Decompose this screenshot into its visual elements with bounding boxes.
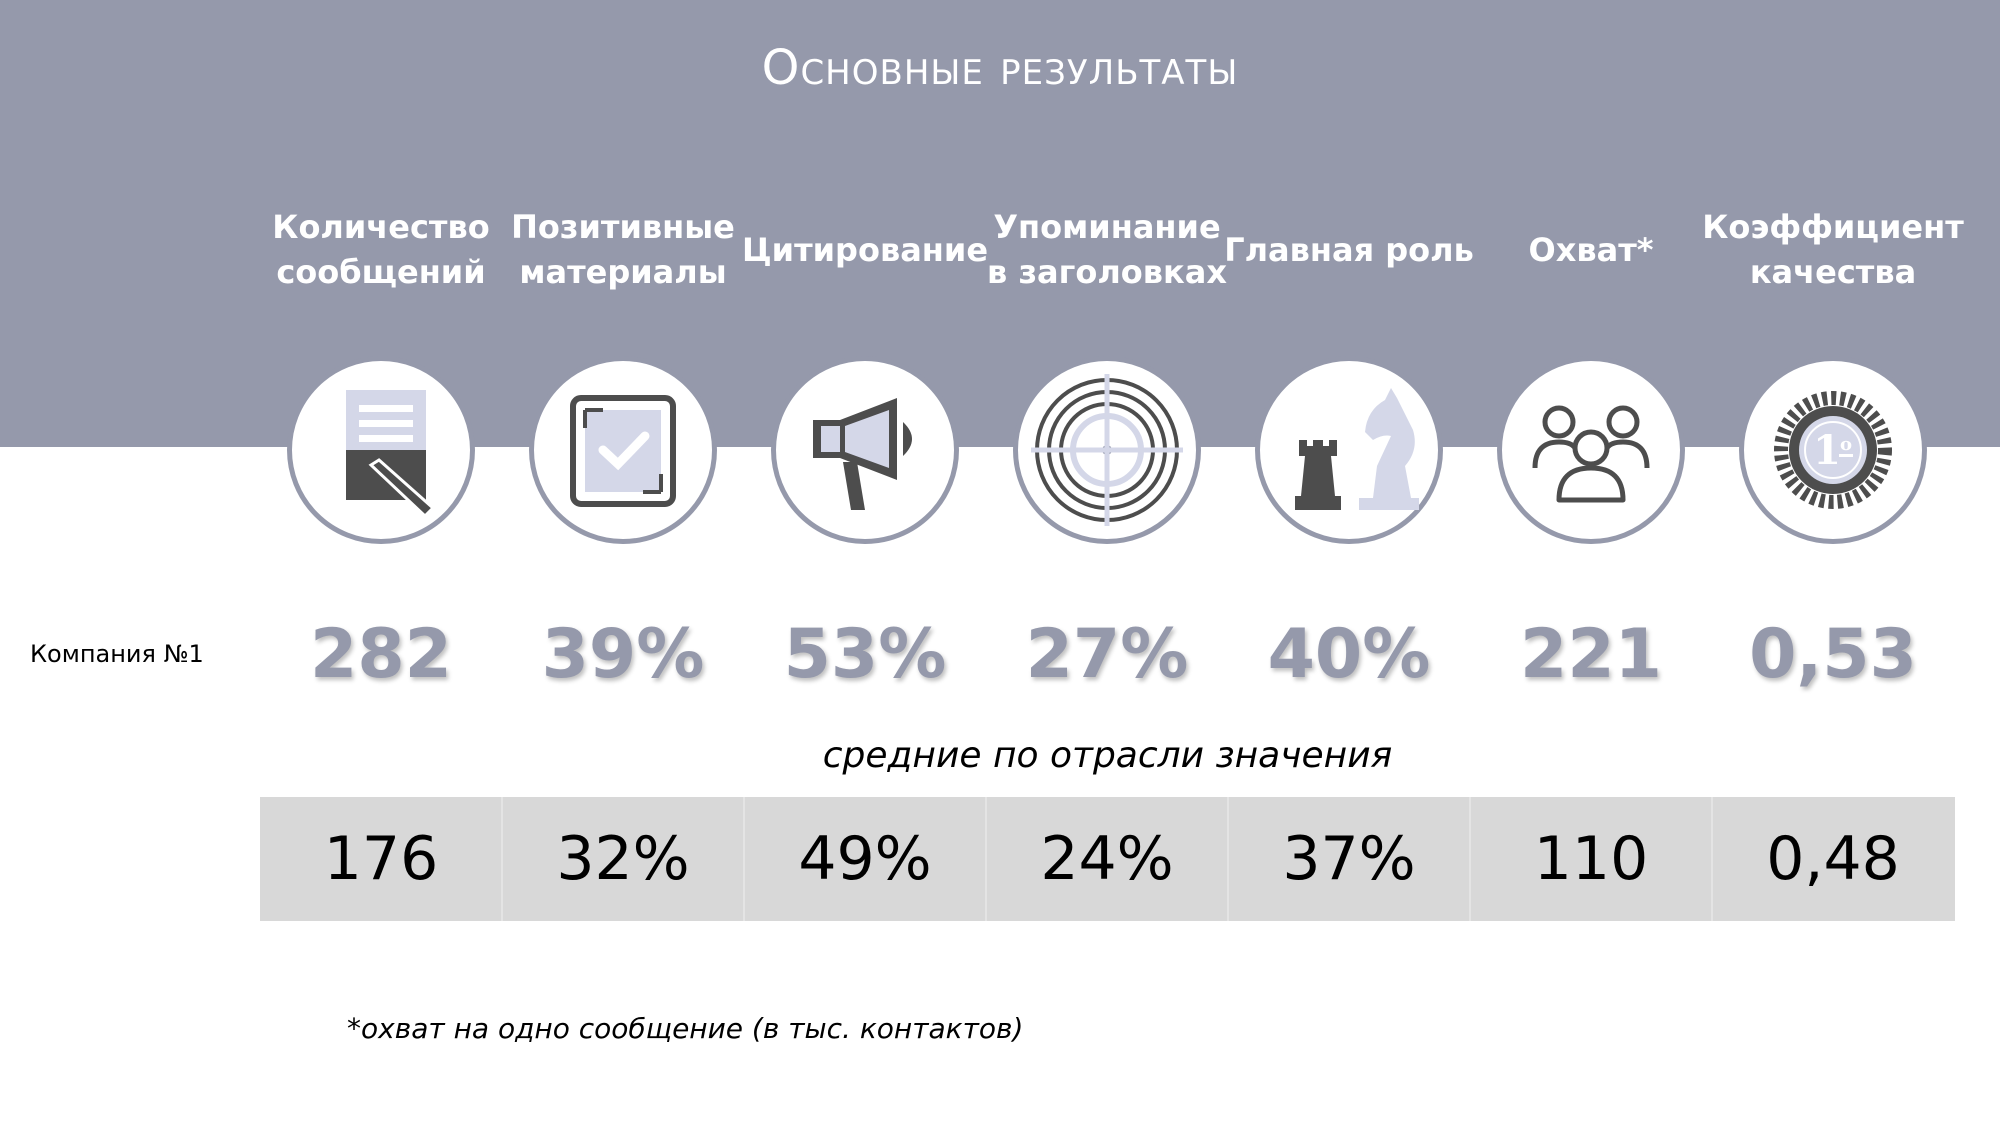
- metric-column: Цитирование 53%: [742, 0, 988, 1125]
- checkbox-icon: [570, 395, 676, 507]
- average-caption: средние по отрасли значения: [822, 735, 1393, 776]
- average-separator: [985, 797, 987, 921]
- metric-icon-circle: [1013, 356, 1201, 544]
- metric-column: Позитивные материалы 39%: [502, 0, 744, 1125]
- average-value: 37%: [1282, 824, 1416, 894]
- company-value: 0,53: [1749, 615, 1917, 694]
- seal-first-icon: 1 o: [1774, 391, 1892, 509]
- metric-label: Охват*: [1528, 230, 1654, 269]
- metric-label: Цитирование: [741, 230, 989, 269]
- metric-label: Количество сообщений: [272, 208, 490, 291]
- metric-icon-circle: [771, 356, 959, 544]
- average-value: 176: [323, 824, 439, 894]
- average-separator: [501, 797, 503, 921]
- metric-column: Коэффициент качества 1 o 0,53: [1702, 0, 1964, 1125]
- megaphone-icon: [813, 398, 912, 510]
- company-value: 39%: [541, 615, 705, 694]
- average-value: 0,48: [1766, 824, 1900, 894]
- average-value: 24%: [1040, 824, 1174, 894]
- metric-icon-circle: [529, 356, 717, 544]
- average-separator: [743, 797, 745, 921]
- svg-text:1: 1: [1813, 427, 1841, 474]
- average-band: [260, 797, 1955, 921]
- company-value: 27%: [1025, 615, 1189, 694]
- average-value: 110: [1533, 824, 1649, 894]
- metric-label: Коэффициент качества: [1702, 208, 1964, 291]
- svg-text:o: o: [1840, 434, 1852, 455]
- company-value: 53%: [783, 615, 947, 694]
- metric-column: Главная роль 40%: [1224, 0, 1474, 1125]
- target-icon: [1031, 374, 1183, 526]
- document-pencil-icon: [346, 390, 436, 519]
- metric-label: Упоминание в заголовках: [987, 208, 1227, 291]
- company-value: 221: [1520, 615, 1662, 694]
- company-value: 40%: [1267, 615, 1431, 694]
- average-value: 32%: [556, 824, 690, 894]
- average-separator: [1469, 797, 1471, 921]
- average-value: 49%: [798, 824, 932, 894]
- footnote: *охват на одно сообщение (в тыс. контакт…: [347, 1012, 1024, 1045]
- metric-icon-circle: 1 o: [1739, 356, 1927, 544]
- metric-column: Упоминание в заголовках 27%: [986, 0, 1228, 1125]
- company-label: Компания №1: [30, 640, 204, 668]
- company-value: 282: [310, 615, 452, 694]
- metric-icon-circle: [1497, 356, 1685, 544]
- metric-label: Позитивные материалы: [511, 208, 735, 291]
- average-separator: [1711, 797, 1713, 921]
- metric-column: Количество сообщений 282: [260, 0, 502, 1125]
- average-separator: [1227, 797, 1229, 921]
- chess-icon: [1295, 388, 1419, 510]
- metric-icon-circle: [1255, 356, 1443, 544]
- metric-label: Главная роль: [1224, 230, 1474, 269]
- page-title: Основные результаты: [761, 40, 1239, 96]
- metric-column: Охват* 221: [1470, 0, 1712, 1125]
- metric-icon-circle: [287, 356, 475, 544]
- people-icon: [1532, 405, 1650, 503]
